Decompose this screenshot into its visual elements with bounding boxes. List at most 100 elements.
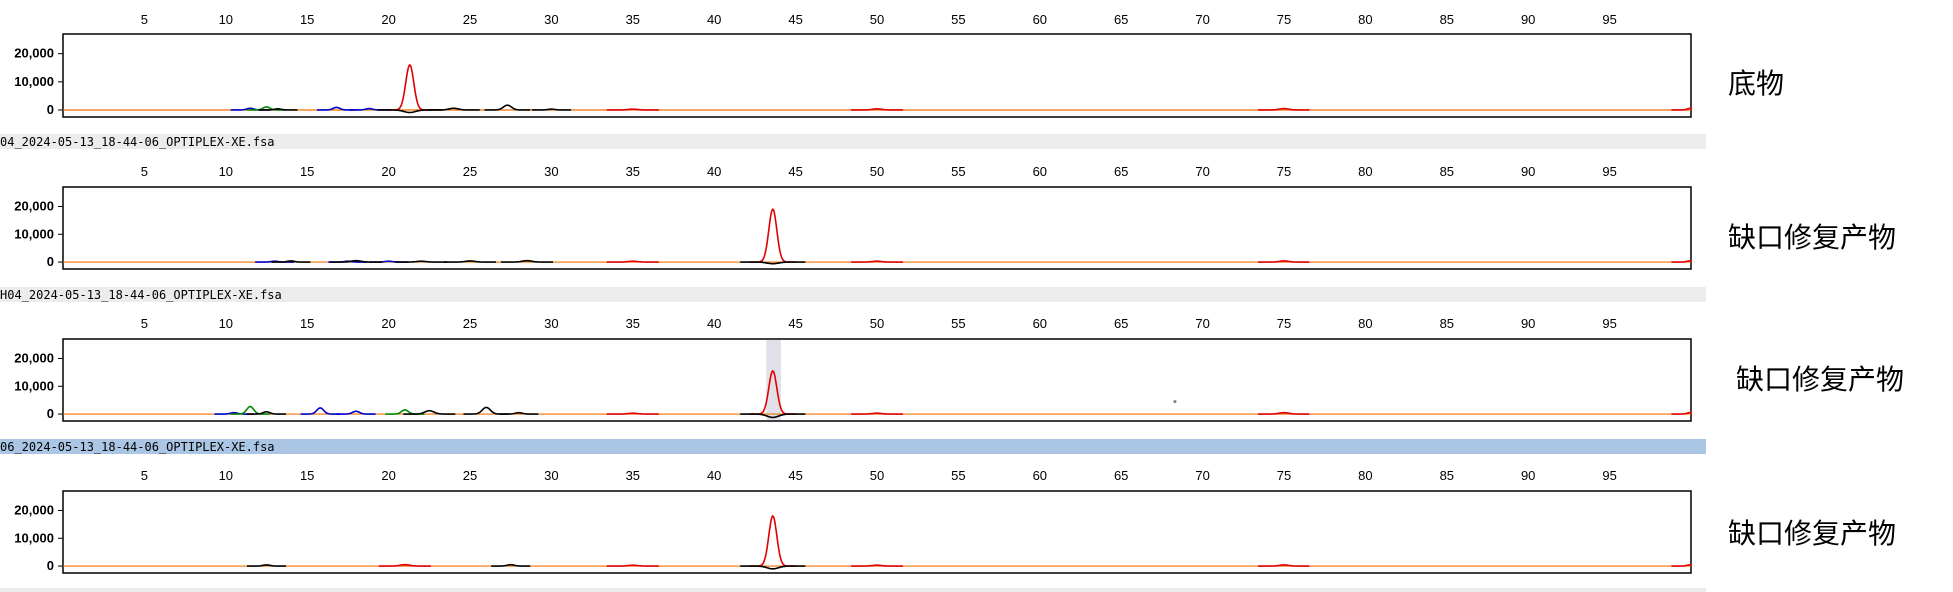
peak-trace (491, 563, 531, 567)
y-tick-label: 10,000 (14, 530, 54, 545)
x-tick-label: 10 (219, 468, 233, 483)
peak-trace (531, 108, 571, 111)
peak-trace (246, 411, 287, 415)
x-tick-label: 10 (219, 12, 233, 27)
peak-trace (1257, 411, 1310, 415)
y-tick-label: 10,000 (14, 74, 54, 89)
x-tick-label: 55 (951, 316, 965, 331)
x-tick-label: 25 (463, 316, 477, 331)
y-tick-label: 20,000 (14, 198, 54, 213)
x-tick-label: 95 (1602, 12, 1616, 27)
x-tick-label: 20 (381, 468, 395, 483)
x-tick-label: 35 (626, 316, 640, 331)
x-tick-label: 90 (1521, 316, 1535, 331)
file-name-bar (0, 439, 1706, 454)
peak-trace (1671, 107, 1692, 111)
x-tick-label: 30 (544, 164, 558, 179)
selection-highlight (766, 340, 781, 420)
peak-trace (403, 409, 456, 415)
y-tick-label: 0 (47, 406, 54, 421)
x-tick-label: 65 (1114, 468, 1128, 483)
peak-trace (300, 407, 340, 415)
x-tick-label: 40 (707, 12, 721, 27)
x-tick-label: 80 (1358, 316, 1372, 331)
plot-area (62, 490, 1692, 574)
peak-trace (246, 564, 287, 567)
plot-area (62, 338, 1692, 422)
peak-trace (740, 565, 806, 570)
file-name-bar (0, 287, 1706, 302)
peak-trace (850, 108, 904, 111)
peak-trace (443, 260, 497, 263)
y-tick-label: 10,000 (14, 378, 54, 393)
y-tick-label: 10,000 (14, 226, 54, 241)
peak-trace (499, 411, 539, 415)
plot-area (62, 33, 1692, 118)
x-tick-label: 35 (626, 164, 640, 179)
x-tick-label: 15 (300, 468, 314, 483)
x-tick-label: 60 (1033, 164, 1047, 179)
peak-trace (1257, 564, 1310, 567)
peak-trace (740, 261, 806, 265)
cursor-dot (1173, 399, 1177, 404)
x-tick-label: 50 (870, 164, 884, 179)
x-tick-label: 85 (1440, 468, 1454, 483)
x-tick-label: 70 (1195, 468, 1209, 483)
peak-trace (606, 260, 659, 263)
file-name-bar (0, 134, 1706, 149)
x-tick-label: 60 (1033, 468, 1047, 483)
x-tick-label: 90 (1521, 12, 1535, 27)
x-tick-label: 50 (870, 316, 884, 331)
peak-trace (395, 260, 448, 263)
x-tick-label: 40 (707, 316, 721, 331)
peak-trace (850, 260, 904, 263)
x-tick-label: 70 (1195, 12, 1209, 27)
peak-trace (230, 405, 270, 415)
x-tick-label: 90 (1521, 164, 1535, 179)
x-tick-label: 55 (951, 164, 965, 179)
peak-trace (246, 106, 287, 111)
x-tick-label: 5 (141, 316, 148, 331)
peak-trace (484, 104, 531, 111)
x-tick-label: 70 (1195, 316, 1209, 331)
x-tick-label: 45 (788, 12, 802, 27)
x-tick-label: 10 (219, 164, 233, 179)
x-tick-label: 20 (381, 12, 395, 27)
x-tick-label: 75 (1277, 164, 1291, 179)
file-name-text: H04_2024-05-13_18-44-06_OPTIPLEX-XE.fsa (0, 288, 282, 302)
x-tick-label: 35 (626, 468, 640, 483)
x-tick-label: 20 (381, 316, 395, 331)
x-tick-label: 70 (1195, 164, 1209, 179)
x-tick-label: 90 (1521, 468, 1535, 483)
x-tick-label: 65 (1114, 316, 1128, 331)
x-tick-label: 80 (1358, 468, 1372, 483)
sample-label: 底物 (1728, 67, 1785, 100)
peak-trace (336, 410, 376, 415)
x-tick-label: 85 (1440, 316, 1454, 331)
x-tick-label: 75 (1277, 316, 1291, 331)
x-tick-label: 15 (300, 12, 314, 27)
x-tick-label: 25 (463, 12, 477, 27)
peak-trace (378, 563, 431, 567)
peak-trace (1671, 259, 1692, 263)
x-tick-label: 20 (381, 164, 395, 179)
x-tick-label: 40 (707, 468, 721, 483)
x-tick-label: 65 (1114, 164, 1128, 179)
sample-label: 缺口修复产物 (1728, 221, 1897, 254)
peak-trace (377, 109, 443, 114)
y-tick-label: 20,000 (14, 502, 54, 517)
x-tick-label: 5 (141, 468, 148, 483)
x-tick-label: 60 (1033, 316, 1047, 331)
peak-trace (606, 412, 659, 415)
peak-trace (1671, 563, 1692, 567)
x-tick-label: 30 (544, 12, 558, 27)
y-tick-label: 0 (47, 102, 54, 117)
x-tick-label: 75 (1277, 12, 1291, 27)
x-tick-label: 55 (951, 468, 965, 483)
x-tick-label: 10 (219, 316, 233, 331)
file-name-text: 04_2024-05-13_18-44-06_OPTIPLEX-XE.fsa (0, 135, 275, 149)
x-tick-label: 45 (788, 468, 802, 483)
file-name-text: 06_2024-05-13_18-44-06_OPTIPLEX-XE.fsa (0, 440, 275, 454)
